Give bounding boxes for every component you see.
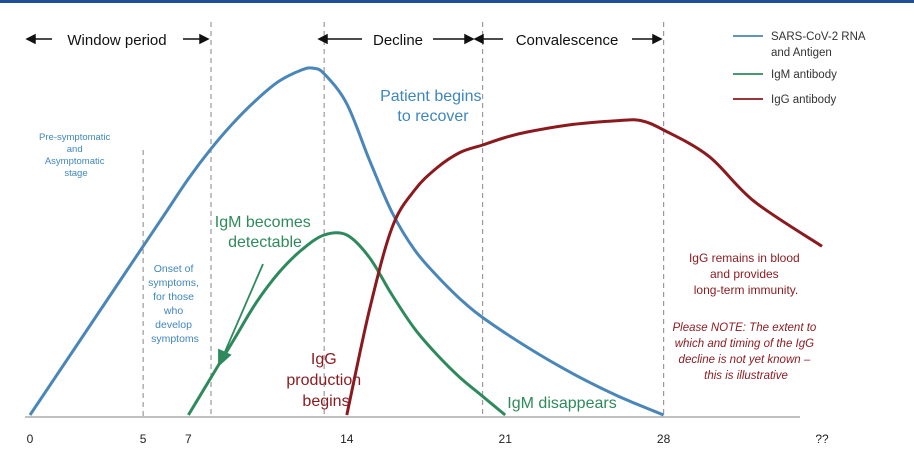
legend: SARS-CoV-2 RNA and Antigen IgM antibody … <box>733 31 868 106</box>
x-tick-labels: 0 5 7 14 21 28?? <box>27 432 829 446</box>
annotation-igm-detectable: IgM becomes detectable <box>215 214 316 251</box>
x-tick-label: 5 <box>140 432 147 446</box>
top-border <box>0 0 914 3</box>
annotation-patient-recover: Patient begins to recover <box>380 88 486 125</box>
x-tick-label: 14 <box>340 432 354 446</box>
phase-label-window: Window period <box>67 32 166 49</box>
x-tick-label: ?? <box>815 432 829 446</box>
convalescence-arrow <box>473 33 663 45</box>
phase-label-decline: Decline <box>373 32 423 49</box>
annotation-igg-remains: IgG remains in blood and provides long-t… <box>689 251 803 297</box>
x-tick-label: 21 <box>499 432 513 446</box>
annotation-igm-disappears: IgM disappears <box>507 395 616 412</box>
phase-divider-lines <box>142 22 665 416</box>
annotation-please-note: Please NOTE: The extent to which and tim… <box>672 322 819 382</box>
igm-detectable-arrow <box>218 263 264 368</box>
series-curves <box>28 66 823 417</box>
series-line-rna-antigen <box>28 66 665 417</box>
series-line-igg <box>345 118 823 416</box>
x-tick-label: 0 <box>27 432 34 446</box>
legend-label-rna: SARS-CoV-2 RNA and Antigen <box>771 31 868 59</box>
phase-label-convalescence: Convalescence <box>516 32 619 49</box>
x-tick-label: 7 <box>185 432 192 446</box>
legend-label-igg: IgG antibody <box>771 94 836 106</box>
decline-arrow <box>317 33 475 45</box>
annotation-igg-begins: IgG production begins <box>286 351 365 410</box>
annotation-symptom-onset: Onset of symptoms, for those who develop… <box>148 263 202 345</box>
x-tick-label: 28 <box>657 432 671 446</box>
window-period-arrow <box>25 33 210 45</box>
series-line-igm <box>187 231 507 417</box>
legend-label-igm: IgM antibody <box>771 69 837 81</box>
annotation-presymptomatic: Pre-symptomatic and Asymptomatic stage <box>39 132 113 179</box>
